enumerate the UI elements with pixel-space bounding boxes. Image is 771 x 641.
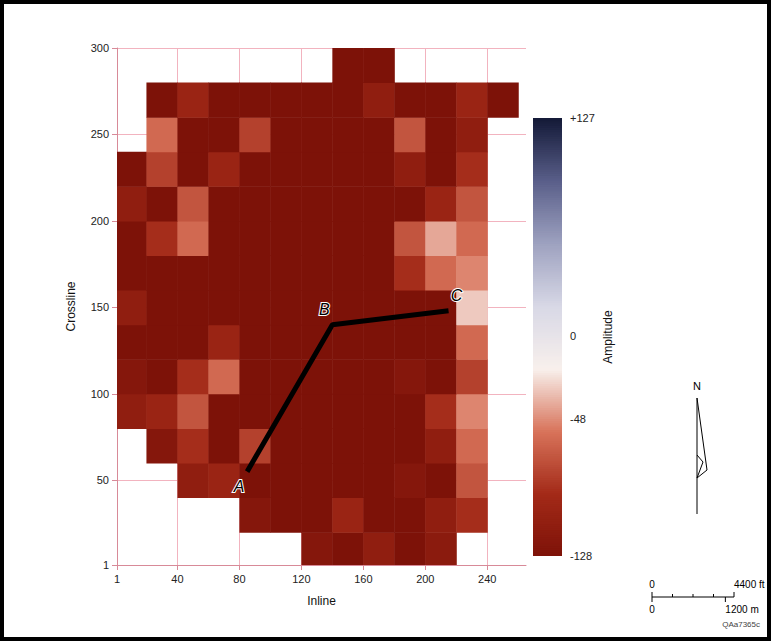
svg-text:Inline: Inline (307, 594, 336, 608)
svg-text:-128: -128 (570, 550, 592, 562)
svg-text:0: 0 (649, 579, 655, 590)
svg-text:1: 1 (103, 559, 109, 571)
svg-text:B: B (319, 301, 330, 318)
svg-text:100: 100 (91, 388, 109, 400)
svg-text:300: 300 (91, 42, 109, 54)
svg-text:N: N (693, 380, 701, 392)
svg-text:0: 0 (649, 604, 655, 615)
svg-text:250: 250 (91, 128, 109, 140)
svg-text:QAa7365c: QAa7365c (722, 620, 760, 629)
svg-text:Amplitude: Amplitude (601, 310, 615, 364)
svg-text:150: 150 (91, 301, 109, 313)
svg-text:0: 0 (570, 330, 576, 342)
svg-text:80: 80 (233, 573, 245, 585)
svg-text:1200 m: 1200 m (725, 604, 758, 615)
svg-text:C: C (451, 287, 463, 304)
svg-text:1: 1 (114, 573, 120, 585)
svg-text:50: 50 (97, 474, 109, 486)
svg-text:200: 200 (416, 573, 434, 585)
svg-text:+127: +127 (570, 112, 595, 124)
svg-text:-48: -48 (570, 413, 586, 425)
svg-text:4400 ft: 4400 ft (734, 579, 765, 590)
svg-text:200: 200 (91, 215, 109, 227)
svg-text:40: 40 (171, 573, 183, 585)
svg-text:Crossline: Crossline (64, 281, 78, 331)
svg-text:240: 240 (478, 573, 496, 585)
svg-text:160: 160 (354, 573, 372, 585)
svg-text:A: A (233, 478, 245, 495)
svg-text:120: 120 (292, 573, 310, 585)
